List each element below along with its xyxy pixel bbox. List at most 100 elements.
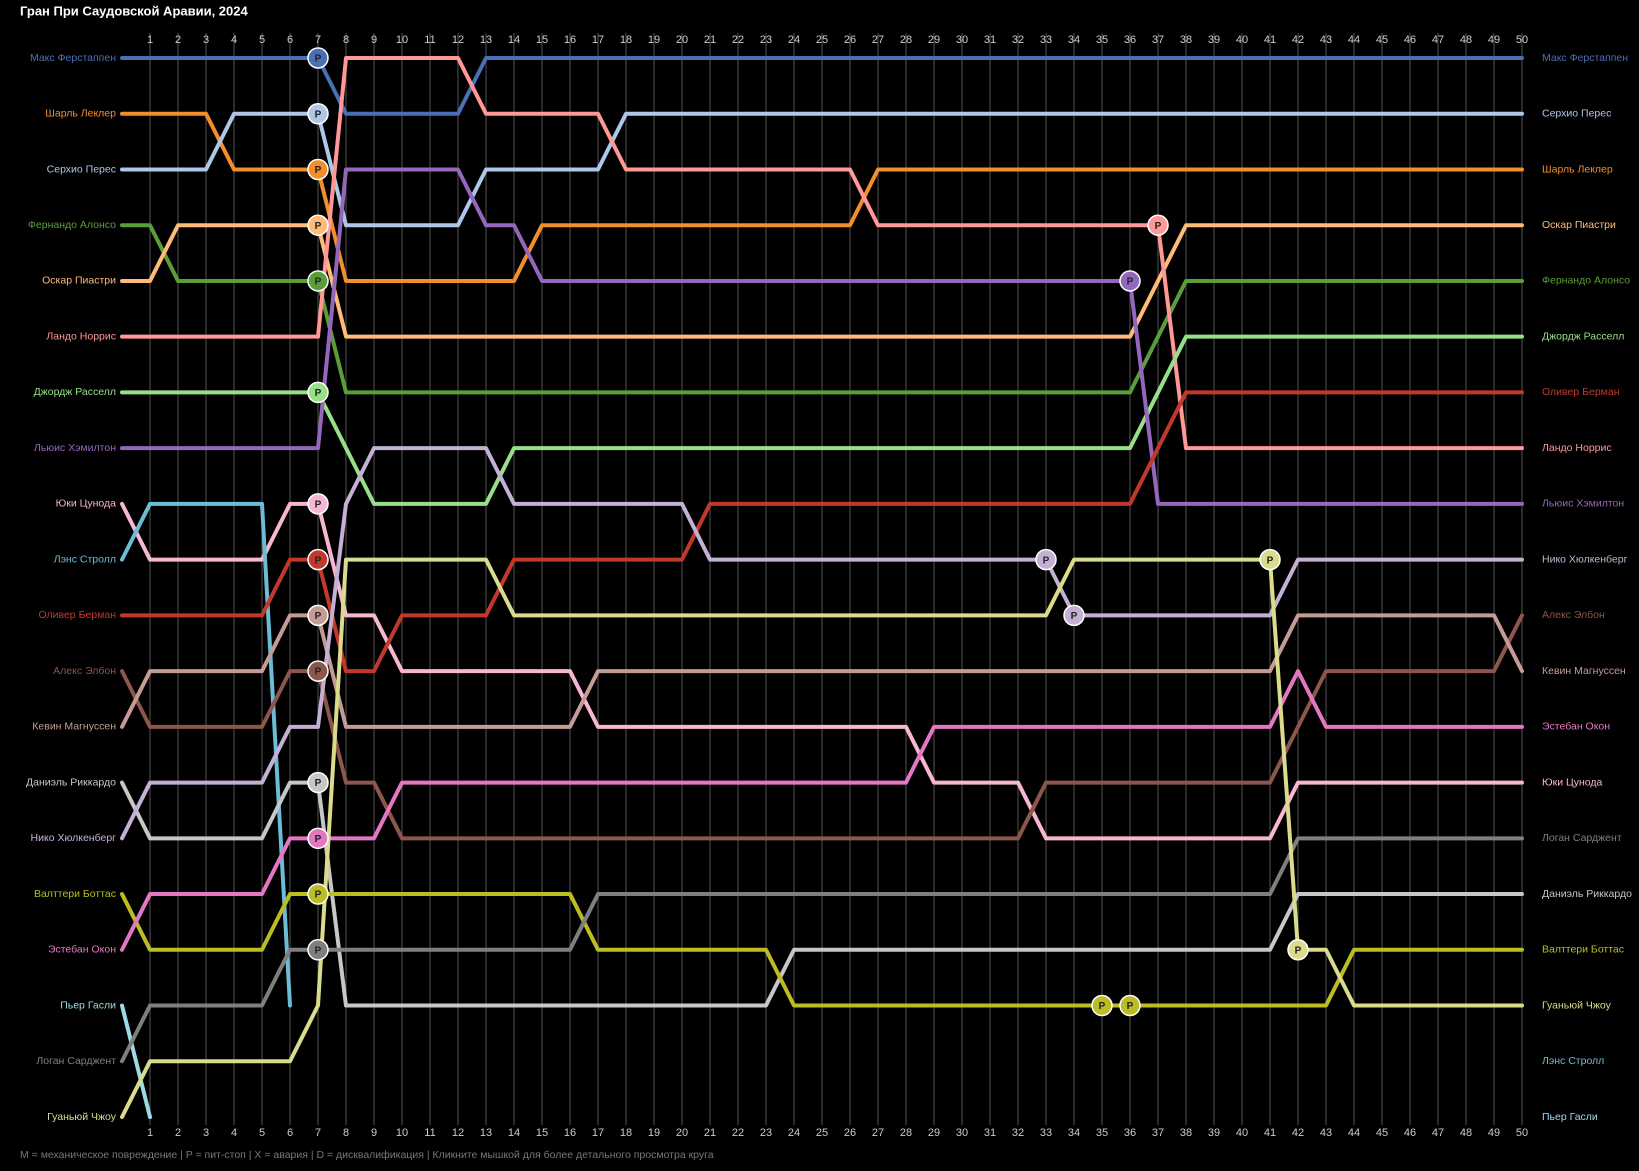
driver-line [120,334,1524,506]
x-tick-label-top: 24 [788,34,800,46]
x-tick-label-top: 26 [844,34,856,46]
finish-label: Шарль Леклер [1542,163,1613,175]
finish-label: Нико Хюлкенберг [1542,553,1628,565]
x-tick-label-bottom: 47 [1432,1127,1444,1139]
pit-label: P [315,890,322,901]
finish-label: Валттери Боттас [1542,944,1624,956]
driver-line [120,56,1524,116]
driver-line [120,557,1524,1119]
x-tick-label-bottom: 49 [1488,1127,1500,1139]
driver-line [120,167,1524,506]
start-label: Оскар Пиастри [42,275,116,287]
finish-label: Джордж Расселл [1542,330,1624,342]
start-label: Алекс Элбон [53,665,116,677]
x-tick-label-bottom: 29 [928,1127,940,1139]
x-tick-label-top: 8 [343,34,349,46]
start-label: Ландо Норрис [46,330,116,342]
start-label: Шарль Леклер [45,108,116,120]
x-tick-label-top: 33 [1040,34,1052,46]
x-tick-label-bottom: 11 [424,1127,435,1139]
pit-label: P [315,555,322,566]
pit-label: P [315,778,322,789]
pit-stop [307,604,329,627]
finish-label: Серхио Перес [1542,108,1611,120]
x-tick-label-bottom: 46 [1404,1127,1416,1139]
x-tick-label-bottom: 7 [315,1127,321,1139]
pit-label: P [1155,221,1162,232]
x-tick-label-bottom: 31 [984,1127,996,1139]
pit-stop [307,270,329,292]
x-tick-label-top: 5 [259,34,265,46]
start-label: Кевин Магнуссен [32,721,116,733]
x-tick-label-top: 10 [396,34,408,46]
x-tick-label-top: 46 [1404,34,1416,46]
pit-label: P [315,277,322,288]
x-tick-label-top: 23 [760,34,772,46]
pit-stop [307,158,329,181]
driver-line [120,223,1524,395]
x-tick-label-bottom: 3 [203,1127,209,1139]
pit-label: P [1127,277,1134,288]
pit-stop [307,493,329,515]
x-tick-label-bottom: 12 [452,1127,464,1139]
x-tick-label-bottom: 26 [844,1127,856,1139]
start-label: Юки Цунода [56,498,117,510]
driver-line [120,613,1524,841]
x-tick-label-bottom: 43 [1320,1127,1332,1139]
pit-stop [307,939,329,961]
pit-stop [307,102,329,125]
finish-label: Лэнс Стролл [1542,1055,1604,1067]
x-tick-label-bottom: 41 [1264,1127,1276,1139]
pit-stop [307,883,329,905]
x-tick-label-top: 7 [315,34,321,46]
driver-line [120,669,1524,952]
x-tick-label-top: 37 [1152,34,1164,46]
driver-line [120,892,1524,1008]
pit-stop [307,548,329,571]
pit-stop [1091,994,1113,1017]
x-tick-label-top: 42 [1292,34,1304,46]
x-tick-label-bottom: 39 [1208,1127,1220,1139]
x-tick-label-top: 38 [1180,34,1192,46]
pit-label: P [315,834,322,845]
x-tick-label-bottom: 15 [536,1127,548,1139]
finish-label: Юки Цунода [1542,776,1603,788]
x-tick-label-bottom: 17 [592,1127,604,1139]
x-tick-label-top: 6 [287,34,293,46]
pit-label: P [315,109,322,120]
pit-stop [307,47,329,69]
finish-label: Фернандо Алонсо [1542,275,1630,287]
x-tick-label-top: 20 [676,34,688,46]
x-tick-label-top: 39 [1208,34,1220,46]
x-tick-label-bottom: 6 [287,1127,293,1139]
x-tick-label-top: 47 [1432,34,1444,46]
start-label: Оливер Берман [38,609,116,621]
x-tick-label-bottom: 50 [1516,1127,1528,1139]
pit-label: P [1267,555,1274,566]
finish-label: Даниэль Риккардо [1542,888,1632,900]
x-tick-label-bottom: 48 [1460,1127,1472,1139]
x-tick-label-bottom: 10 [396,1127,408,1139]
start-label: Валттери Боттас [34,888,116,900]
x-tick-label-top: 12 [452,34,464,46]
x-tick-label-top: 25 [816,34,828,46]
pit-stop [1259,548,1281,571]
driver-line [120,223,1524,339]
start-label: Эстебан Окон [48,944,116,956]
pit-stop [1119,994,1141,1017]
x-tick-label-bottom: 20 [676,1127,688,1139]
x-tick-label-bottom: 9 [371,1127,377,1139]
x-tick-label-bottom: 21 [704,1127,716,1139]
x-tick-label-top: 3 [203,34,209,46]
x-tick-label-bottom: 34 [1068,1127,1080,1139]
start-label: Даниэль Риккардо [26,776,116,788]
pit-stop [1119,270,1141,292]
start-label: Нико Хюлкенберг [31,832,117,844]
x-tick-label-top: 28 [900,34,912,46]
x-tick-label-top: 40 [1236,34,1248,46]
x-tick-label-top: 1 [147,34,153,46]
finish-label: Кевин Магнуссен [1542,665,1626,677]
x-tick-label-top: 45 [1376,34,1388,46]
x-tick-label-bottom: 40 [1236,1127,1248,1139]
